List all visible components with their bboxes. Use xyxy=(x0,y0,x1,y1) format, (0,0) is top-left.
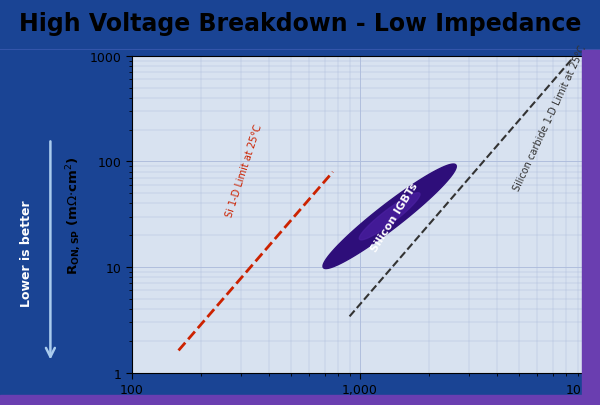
Text: Silicon IGBTs: Silicon IGBTs xyxy=(369,181,420,253)
Text: Silicon carbide 1-D Limit at 25°C: Silicon carbide 1-D Limit at 25°C xyxy=(512,44,589,192)
Polygon shape xyxy=(359,193,420,240)
Y-axis label: R$_{\mathregular{ON,SP}}$ (m$\Omega$$\cdot$cm$^{2}$): R$_{\mathregular{ON,SP}}$ (m$\Omega$$\cd… xyxy=(65,155,84,274)
Text: Si 1-D Limit at 25°C: Si 1-D Limit at 25°C xyxy=(224,123,264,217)
X-axis label: Breakdown Voltage (V): Breakdown Voltage (V) xyxy=(262,401,458,405)
Text: High Voltage Breakdown - Low Impedance: High Voltage Breakdown - Low Impedance xyxy=(19,12,581,36)
Polygon shape xyxy=(323,164,456,269)
Text: Lower is better: Lower is better xyxy=(20,199,33,306)
